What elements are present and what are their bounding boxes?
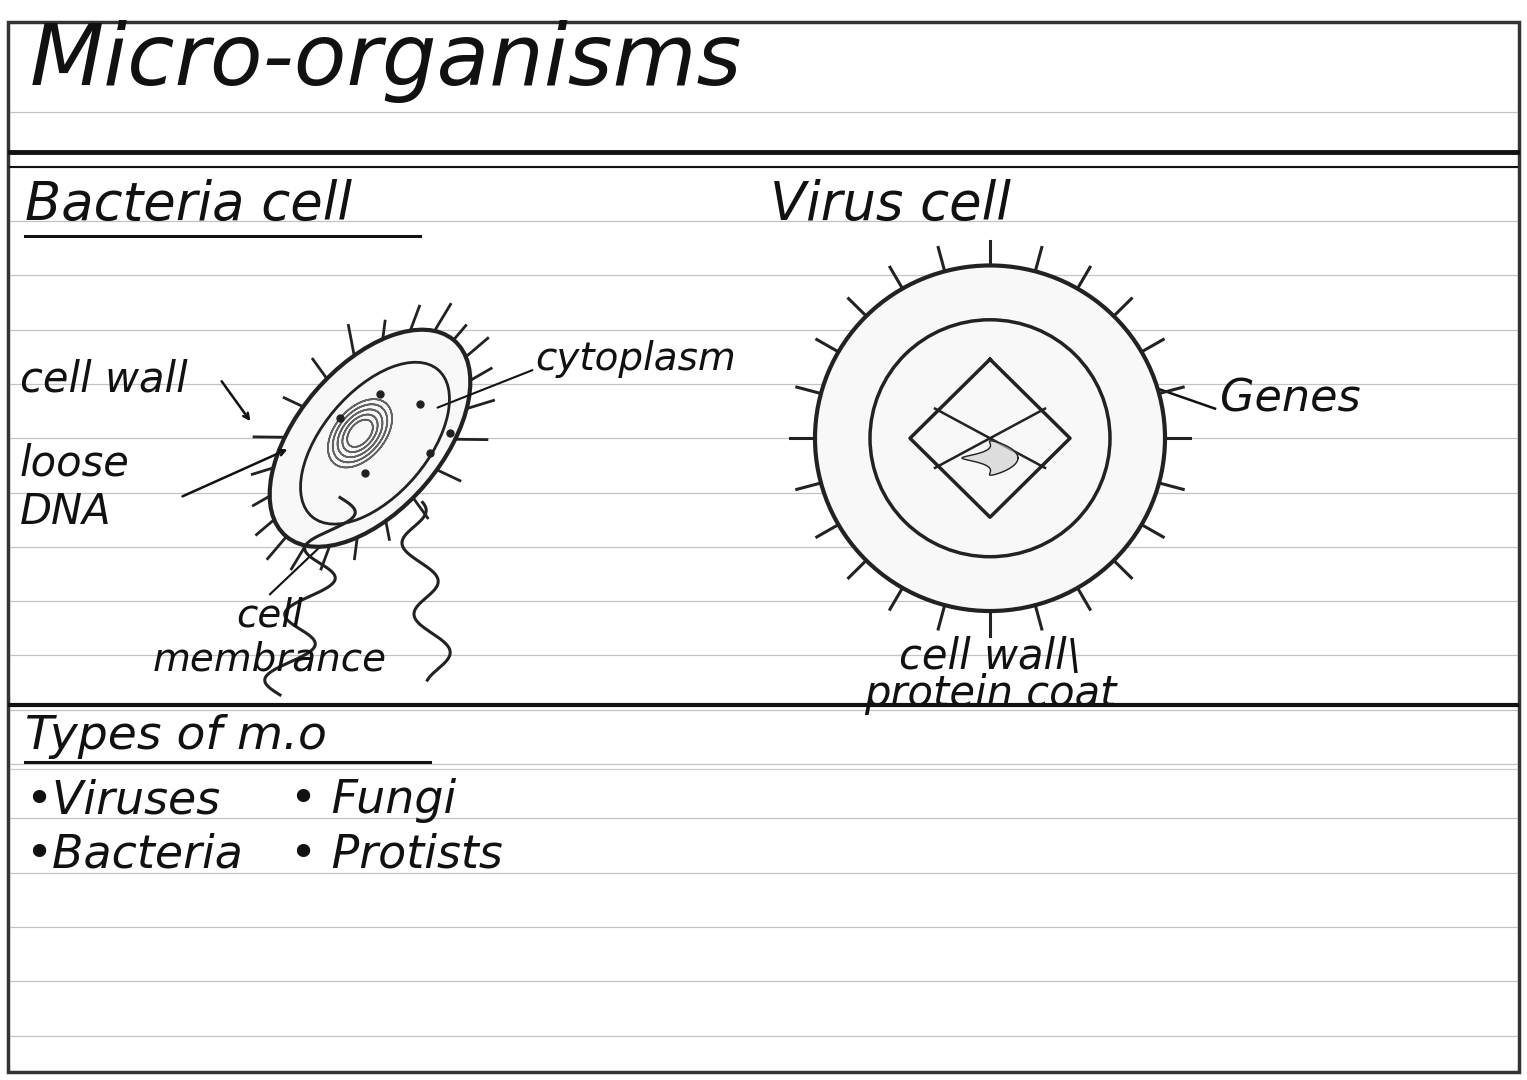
Text: cell wall: cell wall [20,357,188,400]
Text: Bacteria cell: Bacteria cell [24,179,353,231]
Text: Genes: Genes [1220,377,1361,420]
Text: cytoplasm: cytoplasm [534,340,736,378]
Text: Micro-organisms: Micro-organisms [31,19,742,103]
Text: cell wall\: cell wall\ [899,636,1081,678]
Text: • Fungi: • Fungi [290,779,457,823]
Text: Types of m.o: Types of m.o [24,714,327,759]
Polygon shape [962,441,1019,475]
Text: • Protists: • Protists [290,833,502,878]
Text: Virus cell: Virus cell [770,179,1011,231]
Ellipse shape [270,329,470,546]
Circle shape [815,266,1165,611]
Text: protein coat: protein coat [864,673,1116,715]
Text: loose
DNA: loose DNA [20,443,130,532]
Text: •Viruses: •Viruses [24,779,220,823]
Text: •Bacteria: •Bacteria [24,833,243,878]
Text: cell
membrance: cell membrance [153,596,386,678]
